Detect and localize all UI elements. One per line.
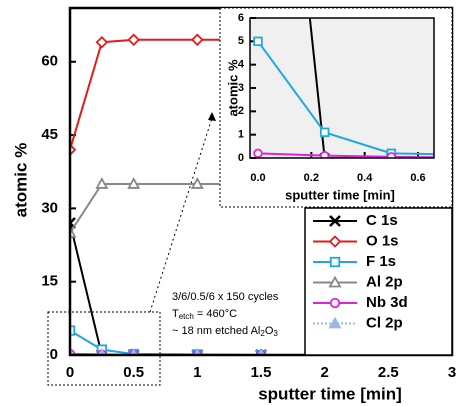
legend-label: O 1s (366, 232, 399, 249)
y-tick-label: 1 (238, 129, 244, 141)
y-tick-label: 5 (238, 35, 244, 47)
y-tick-label: 6 (238, 12, 244, 24)
arrow-head (208, 112, 216, 121)
annotation-part: = 460°C (194, 308, 237, 320)
axes-frame (249, 17, 435, 159)
annotation-part: T (172, 308, 179, 320)
marker (319, 150, 330, 158)
y-tick-label: 60 (41, 53, 58, 70)
x-tick-label: 0.5 (123, 364, 144, 381)
x-tick-label: 0.6 (410, 172, 425, 184)
plot-area (253, 18, 434, 158)
annotation: ~ 18 nm etched Al2O3 (172, 325, 278, 338)
marker (319, 127, 330, 138)
x-tick-label: 1.5 (251, 364, 272, 381)
marker (386, 152, 397, 158)
y-tick-label: 2 (238, 105, 244, 117)
marker (191, 33, 204, 47)
y-tick-label: 45 (41, 126, 58, 143)
zoom-box (47, 311, 161, 386)
annotation-part: O (265, 325, 274, 337)
annotation-part: 3/6/0.5/6 x 150 cycles (172, 291, 279, 303)
marker (328, 316, 342, 329)
legend-label: Cl 2p (366, 314, 403, 331)
marker (190, 177, 204, 189)
zoom-arrow (149, 117, 213, 313)
legend-label: Nb 3d (366, 294, 408, 311)
marker (70, 325, 76, 336)
x-tick-label: 2 (320, 364, 328, 381)
legend-label: C 1s (366, 212, 398, 229)
annotation: 3/6/0.5/6 x 150 cycles (172, 291, 279, 303)
marker (253, 148, 263, 158)
marker (127, 33, 140, 47)
x-tick-label: 0.4 (357, 172, 373, 184)
marker (329, 215, 341, 227)
y-tick-label: 4 (238, 59, 245, 71)
y-tick-label: 15 (41, 273, 58, 290)
x-tick-label: 0.0 (250, 172, 265, 184)
x-tick-label: 0 (66, 364, 74, 381)
marker (127, 177, 141, 189)
x-tick-label: 0.2 (304, 172, 319, 184)
series-line (257, 40, 434, 156)
annotation-part: 2 (260, 329, 265, 338)
marker (253, 36, 263, 47)
x-tick-label: 1 (193, 364, 201, 381)
x-axis-label: sputter time [min] (285, 187, 395, 202)
y-axis-label: atomic % (225, 59, 240, 117)
marker (329, 297, 341, 309)
marker (328, 275, 342, 288)
series-line (257, 152, 434, 158)
annotation: Tetch = 460°C (172, 308, 237, 321)
marker (95, 177, 109, 189)
y-tick-label: 30 (41, 199, 58, 216)
marker (95, 35, 109, 49)
plot-background (250, 18, 434, 158)
x-axis-label: sputter time [min] (258, 384, 402, 403)
x-tick-label: 2.5 (378, 364, 399, 381)
y-axis-label: atomic % (11, 143, 30, 218)
legend-label: Al 2p (366, 273, 403, 290)
marker (329, 256, 341, 268)
annotation-part: ~ 18 nm etched Al (172, 325, 260, 337)
annotation-part: 3 (273, 329, 278, 338)
y-tick-label: 3 (238, 82, 244, 94)
y-tick-label: 0 (238, 152, 244, 164)
x-tick-label: 3 (448, 364, 456, 381)
legend-label: F 1s (366, 253, 396, 270)
marker (328, 235, 342, 248)
y-tick-label: 0 (50, 346, 58, 363)
annotation-part: etch (179, 312, 194, 321)
